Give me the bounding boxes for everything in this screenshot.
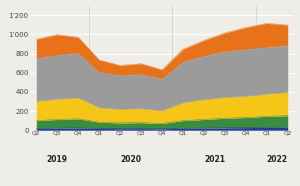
- Text: 2020: 2020: [120, 155, 141, 164]
- Text: 2019: 2019: [47, 155, 68, 164]
- Text: 2021: 2021: [204, 155, 225, 164]
- Text: 2022: 2022: [267, 155, 288, 164]
